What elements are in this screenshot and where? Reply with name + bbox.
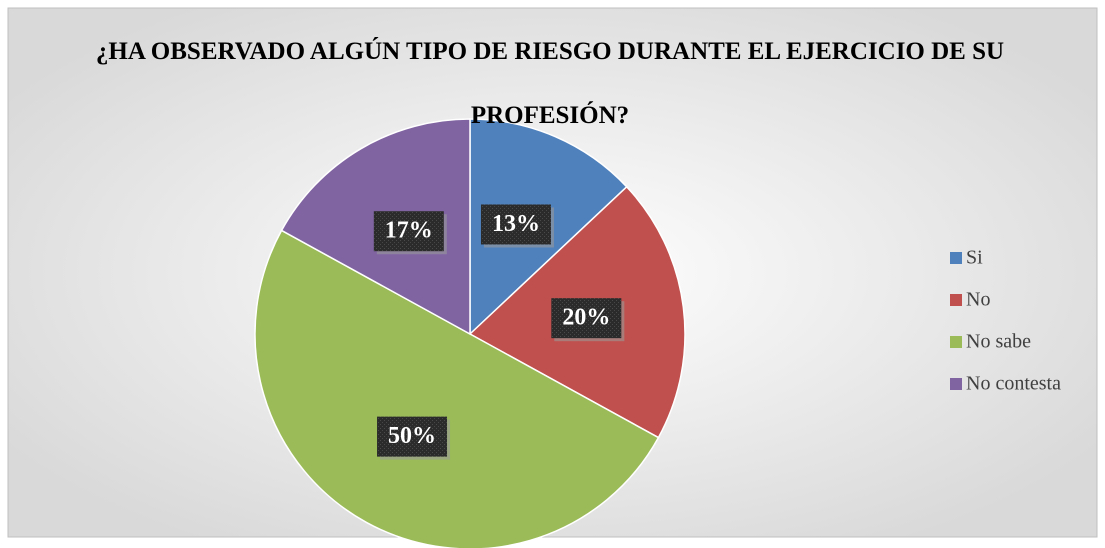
- legend-swatch: [950, 252, 962, 264]
- legend-label: No: [966, 289, 990, 311]
- legend-swatch: [950, 294, 962, 306]
- legend-label: No contesta: [966, 373, 1061, 395]
- data-label-box: [551, 298, 622, 339]
- legend-label: Si: [966, 247, 983, 269]
- data-label: 17%: [385, 218, 433, 244]
- legend-swatch: [950, 378, 962, 390]
- data-label: 20%: [562, 305, 610, 331]
- data-label: 13%: [492, 211, 540, 237]
- pie-slice: [254, 229, 660, 548]
- data-label-box: [480, 204, 551, 245]
- data-labels: 13% 20% 50% 17%: [373, 204, 625, 460]
- data-label-box: [377, 416, 448, 457]
- legend: Si No No sabe No contesta: [950, 247, 1061, 395]
- data-label-box: [373, 211, 444, 252]
- data-label: 50%: [388, 423, 436, 449]
- chart-title: ¿HA OBSERVADO ALGÚN TIPO DE RIESGO DURAN…: [95, 38, 1005, 129]
- legend-label: No sabe: [966, 331, 1031, 353]
- legend-swatch: [950, 336, 962, 348]
